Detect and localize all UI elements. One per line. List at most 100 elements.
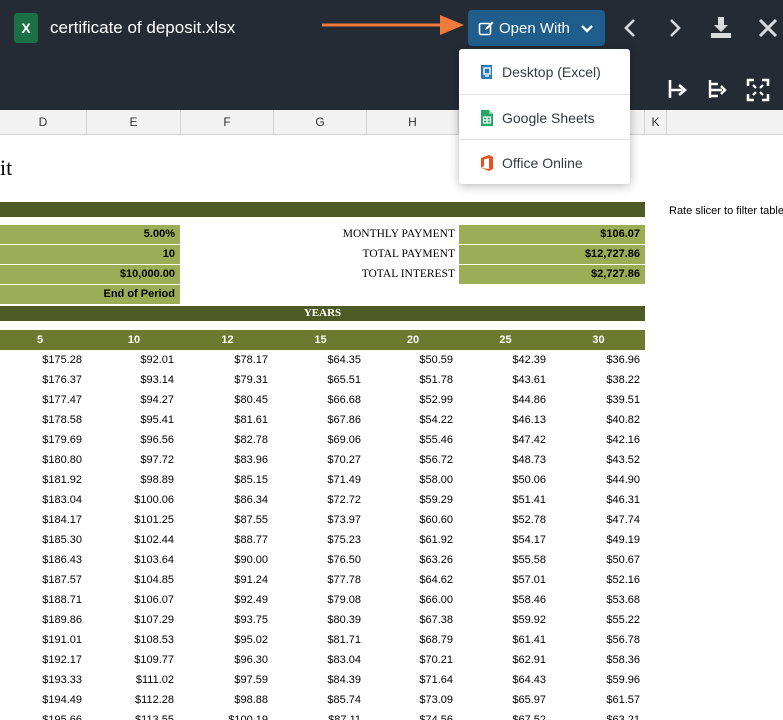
table-cell[interactable]: $194.49 — [42, 694, 82, 706]
fit-width-button[interactable] — [705, 77, 731, 103]
table-cell[interactable]: $79.08 — [327, 594, 361, 606]
previous-button[interactable] — [618, 15, 644, 41]
menu-item-google-sheets[interactable]: Google Sheets — [459, 94, 630, 139]
table-cell[interactable]: $54.22 — [419, 414, 453, 426]
table-cell[interactable]: $64.43 — [512, 674, 546, 686]
table-cell[interactable]: $66.00 — [419, 594, 453, 606]
table-cell[interactable]: $79.31 — [234, 374, 268, 386]
table-cell[interactable]: $55.46 — [419, 434, 453, 446]
table-cell[interactable]: $51.41 — [512, 494, 546, 506]
table-cell[interactable]: $100.06 — [134, 494, 174, 506]
table-cell[interactable]: $52.99 — [419, 394, 453, 406]
table-cell[interactable]: $85.74 — [327, 694, 361, 706]
download-button[interactable] — [708, 14, 734, 40]
table-cell[interactable]: $76.50 — [327, 554, 361, 566]
table-cell[interactable]: $178.58 — [42, 414, 82, 426]
table-cell[interactable]: $61.57 — [606, 694, 640, 706]
table-cell[interactable]: $113.55 — [135, 714, 174, 720]
table-cell[interactable]: $180.80 — [42, 454, 82, 466]
table-cell[interactable]: $108.53 — [134, 634, 174, 646]
table-cell[interactable]: $184.17 — [42, 514, 82, 526]
table-cell[interactable]: $85.15 — [234, 474, 268, 486]
expand-right-button[interactable] — [665, 77, 691, 103]
table-cell[interactable]: $47.74 — [606, 514, 640, 526]
table-cell[interactable]: $73.09 — [419, 694, 453, 706]
total-payment-value[interactable]: $12,727.86 — [459, 245, 645, 264]
column-header-f[interactable]: F — [181, 110, 274, 134]
table-cell[interactable]: $96.30 — [234, 654, 268, 666]
table-cell[interactable]: $39.51 — [606, 394, 640, 406]
table-cell[interactable]: $66.68 — [327, 394, 361, 406]
table-cell[interactable]: $61.41 — [512, 634, 546, 646]
total-interest-value[interactable]: $2,727.86 — [459, 265, 645, 284]
table-cell[interactable]: $62.91 — [512, 654, 546, 666]
table-cell[interactable]: $50.06 — [512, 474, 546, 486]
column-header-k[interactable]: K — [645, 110, 667, 134]
table-cell[interactable]: $58.46 — [512, 594, 546, 606]
table-cell[interactable]: $48.73 — [512, 454, 546, 466]
table-cell[interactable]: $92.49 — [234, 594, 268, 606]
table-cell[interactable]: $177.47 — [42, 394, 82, 406]
interest-rate-cell[interactable]: 5.00% — [0, 225, 180, 244]
table-cell[interactable]: $111.02 — [135, 674, 174, 686]
fullscreen-button[interactable] — [745, 77, 771, 103]
table-cell[interactable]: $75.23 — [327, 534, 361, 546]
monthly-payment-value[interactable]: $106.07 — [459, 225, 645, 244]
table-cell[interactable]: $65.51 — [327, 374, 361, 386]
table-cell[interactable]: $189.86 — [42, 614, 82, 626]
table-cell[interactable]: $59.92 — [512, 614, 546, 626]
table-cell[interactable]: $63.26 — [419, 554, 453, 566]
term-cell[interactable]: 10 — [0, 245, 180, 264]
table-cell[interactable]: $112.28 — [135, 694, 174, 706]
principal-cell[interactable]: $10,000.00 — [0, 265, 180, 284]
table-cell[interactable]: $52.16 — [606, 574, 640, 586]
table-cell[interactable]: $176.37 — [42, 374, 82, 386]
table-cell[interactable]: $181.92 — [42, 474, 82, 486]
table-cell[interactable]: $67.86 — [327, 414, 361, 426]
table-cell[interactable]: $72.72 — [327, 494, 361, 506]
table-cell[interactable]: $54.17 — [512, 534, 546, 546]
table-cell[interactable]: $191.01 — [42, 634, 82, 646]
table-cell[interactable]: $71.64 — [419, 674, 453, 686]
column-header-e[interactable]: E — [87, 110, 181, 134]
table-cell[interactable]: $90.00 — [234, 554, 268, 566]
table-cell[interactable]: $183.04 — [42, 494, 82, 506]
table-cell[interactable]: $93.14 — [140, 374, 174, 386]
table-cell[interactable]: $94.27 — [140, 394, 174, 406]
table-cell[interactable]: $56.78 — [606, 634, 640, 646]
table-cell[interactable]: $44.90 — [606, 474, 640, 486]
table-cell[interactable]: $185.30 — [42, 534, 82, 546]
table-cell[interactable]: $44.86 — [512, 394, 546, 406]
table-cell[interactable]: $187.57 — [42, 574, 82, 586]
table-cell[interactable]: $83.96 — [234, 454, 268, 466]
menu-item-office-online[interactable]: Office Online — [459, 139, 630, 184]
table-cell[interactable]: $81.61 — [234, 414, 268, 426]
table-cell[interactable]: $83.04 — [327, 654, 361, 666]
table-cell[interactable]: $64.62 — [419, 574, 453, 586]
table-cell[interactable]: $179.69 — [42, 434, 82, 446]
table-cell[interactable]: $81.71 — [327, 634, 361, 646]
table-cell[interactable]: $51.78 — [419, 374, 453, 386]
close-button[interactable] — [755, 15, 781, 41]
table-cell[interactable]: $52.78 — [512, 514, 546, 526]
table-cell[interactable]: $69.06 — [327, 434, 361, 446]
payment-timing-cell[interactable]: End of Period — [0, 285, 180, 304]
table-cell[interactable]: $36.96 — [606, 354, 640, 366]
table-cell[interactable]: $192.17 — [42, 654, 82, 666]
table-cell[interactable]: $188.71 — [42, 594, 82, 606]
table-cell[interactable]: $87.55 — [234, 514, 268, 526]
table-cell[interactable]: $73.97 — [327, 514, 361, 526]
table-cell[interactable]: $43.52 — [606, 454, 640, 466]
table-cell[interactable]: $46.13 — [512, 414, 546, 426]
next-button[interactable] — [661, 15, 687, 41]
table-cell[interactable]: $50.59 — [419, 354, 453, 366]
table-cell[interactable]: $49.19 — [606, 534, 640, 546]
table-cell[interactable]: $80.45 — [234, 394, 268, 406]
column-header-d[interactable]: D — [0, 110, 87, 134]
table-cell[interactable]: $77.78 — [327, 574, 361, 586]
table-cell[interactable]: $86.34 — [234, 494, 268, 506]
table-cell[interactable]: $61.92 — [419, 534, 453, 546]
table-cell[interactable]: $64.35 — [327, 354, 361, 366]
table-cell[interactable]: $107.29 — [134, 614, 174, 626]
table-cell[interactable]: $42.16 — [606, 434, 640, 446]
